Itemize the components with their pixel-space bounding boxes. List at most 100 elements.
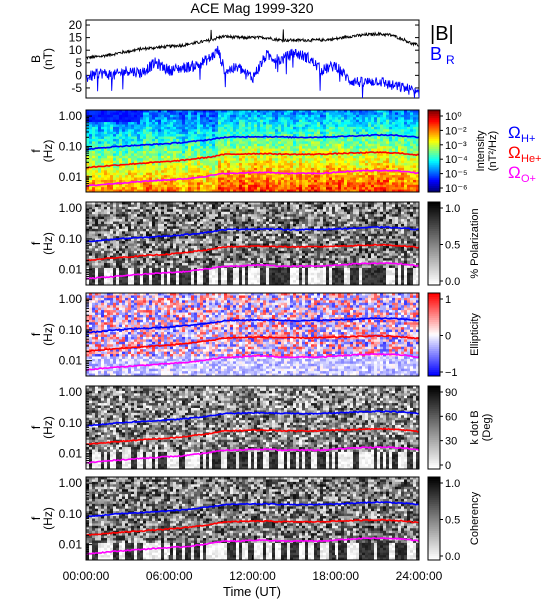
spectrogram-cell [317, 134, 321, 137]
spectrogram-cell [386, 187, 390, 190]
spectrogram-cell [140, 158, 144, 162]
spectrogram-cell [416, 170, 420, 174]
spectrogram-cell [413, 187, 417, 190]
spectrogram-cell [143, 219, 147, 222]
spectrogram-cell [356, 143, 360, 147]
spectrogram-cell [161, 275, 165, 279]
spectrogram-cell [194, 131, 198, 135]
spectrogram-cell [188, 146, 192, 149]
spectrogram-cell [92, 243, 96, 247]
spectrogram-cell [227, 179, 231, 183]
spectrogram-cell [266, 131, 270, 135]
spectrogram-cell [134, 253, 138, 257]
spectrogram-cell [206, 141, 210, 145]
spectrogram-cell [140, 119, 144, 123]
spectrogram-cell [368, 175, 372, 178]
spectrogram-cell [101, 155, 105, 159]
spectrogram-cell [113, 117, 117, 121]
spectrogram-cell [242, 179, 246, 183]
spectrogram-cell [389, 136, 393, 140]
spectrogram-cell [338, 136, 342, 140]
spectrogram-cell [98, 158, 102, 162]
spectrogram-cell [131, 136, 135, 140]
spectrogram-cell [179, 167, 183, 171]
spectrogram-cell [281, 165, 285, 169]
spectrogram-cell [122, 177, 126, 181]
spectrogram-cell [140, 228, 144, 232]
spectrogram-cell [371, 187, 375, 190]
spectrogram-cell [296, 143, 300, 147]
spectrogram-cell [149, 206, 153, 210]
spectrogram-cell [143, 175, 147, 178]
spectrogram-cell [326, 117, 330, 121]
spectrogram-cell [182, 143, 186, 147]
spectrogram-cell [137, 228, 141, 232]
spectrogram-cell [107, 129, 111, 133]
spectrogram-cell [335, 175, 339, 178]
spectrogram-cell [104, 209, 108, 213]
spectrogram-cell [167, 202, 171, 205]
spectrogram-cell [206, 163, 210, 166]
spectrogram-cell [386, 158, 390, 162]
spectrogram-cell [218, 131, 222, 135]
spectrogram-cell [134, 260, 138, 264]
spectrogram-cell [380, 163, 384, 166]
spectrogram-cell [89, 117, 93, 121]
spectrogram-cell [302, 167, 306, 171]
spectrogram-cell [128, 122, 132, 125]
spectrogram-cell [182, 165, 186, 169]
spectrogram-cell [158, 114, 162, 118]
spectrogram-cell [116, 280, 120, 283]
spectrogram-cell [113, 280, 117, 283]
spectrogram-cell [359, 160, 363, 164]
spectrogram-cell [338, 165, 342, 169]
spectrogram-cell [293, 189, 297, 193]
spectrogram-cell [362, 167, 366, 171]
spectrogram-cell [125, 187, 129, 190]
spectrogram-cell [113, 263, 117, 266]
spectrogram-cell [206, 165, 210, 169]
spectrogram-cell [257, 143, 261, 147]
spectrogram-cell [359, 182, 363, 186]
spectrogram-cell [110, 231, 114, 235]
spectrogram-cell [272, 172, 276, 176]
spectrogram-cell [197, 179, 201, 183]
spectrogram-cell [242, 163, 246, 166]
spectrogram-cell [173, 260, 177, 264]
spectrogram-cell [266, 146, 270, 149]
spectrogram-cell [155, 158, 159, 162]
spectrogram-cell [341, 112, 345, 116]
spectrogram-cell [131, 202, 135, 205]
spectrogram-cell [89, 253, 93, 257]
spectrogram-cell [188, 112, 192, 116]
spectrogram-cell [386, 165, 390, 169]
spectrogram-cell [296, 151, 300, 154]
spectrogram-cell [191, 189, 195, 193]
spectrogram-cell [137, 184, 141, 188]
spectrogram-cell [134, 126, 138, 130]
spectrogram-cell [323, 177, 327, 181]
spectrogram-cell [167, 219, 171, 222]
spectrogram-cell [176, 126, 180, 130]
spectrogram-cell [245, 114, 249, 118]
spectrogram-cell [317, 177, 321, 181]
spectrogram-cell [275, 124, 279, 128]
spectrogram-cell [344, 124, 348, 128]
spectrogram-cell [314, 119, 318, 123]
spectrogram-cell [170, 255, 174, 259]
spectrogram-cell [368, 129, 372, 133]
spectrogram-cell [362, 155, 366, 159]
spectrogram-cell [140, 153, 144, 157]
spectrogram-cell [248, 146, 252, 149]
spectrogram-cell [377, 165, 381, 169]
spectrogram-cell [95, 228, 99, 232]
colorbar-swatch [428, 130, 440, 134]
spectrogram-cell [125, 165, 129, 169]
spectrogram-cell [104, 204, 108, 208]
spectrogram-cell [227, 187, 231, 190]
spectrogram-cell [323, 187, 327, 190]
spectrogram-cell [173, 182, 177, 186]
spectrogram-cell [86, 202, 90, 205]
spectrogram-cell [281, 170, 285, 174]
spectrogram-cell [275, 138, 279, 142]
